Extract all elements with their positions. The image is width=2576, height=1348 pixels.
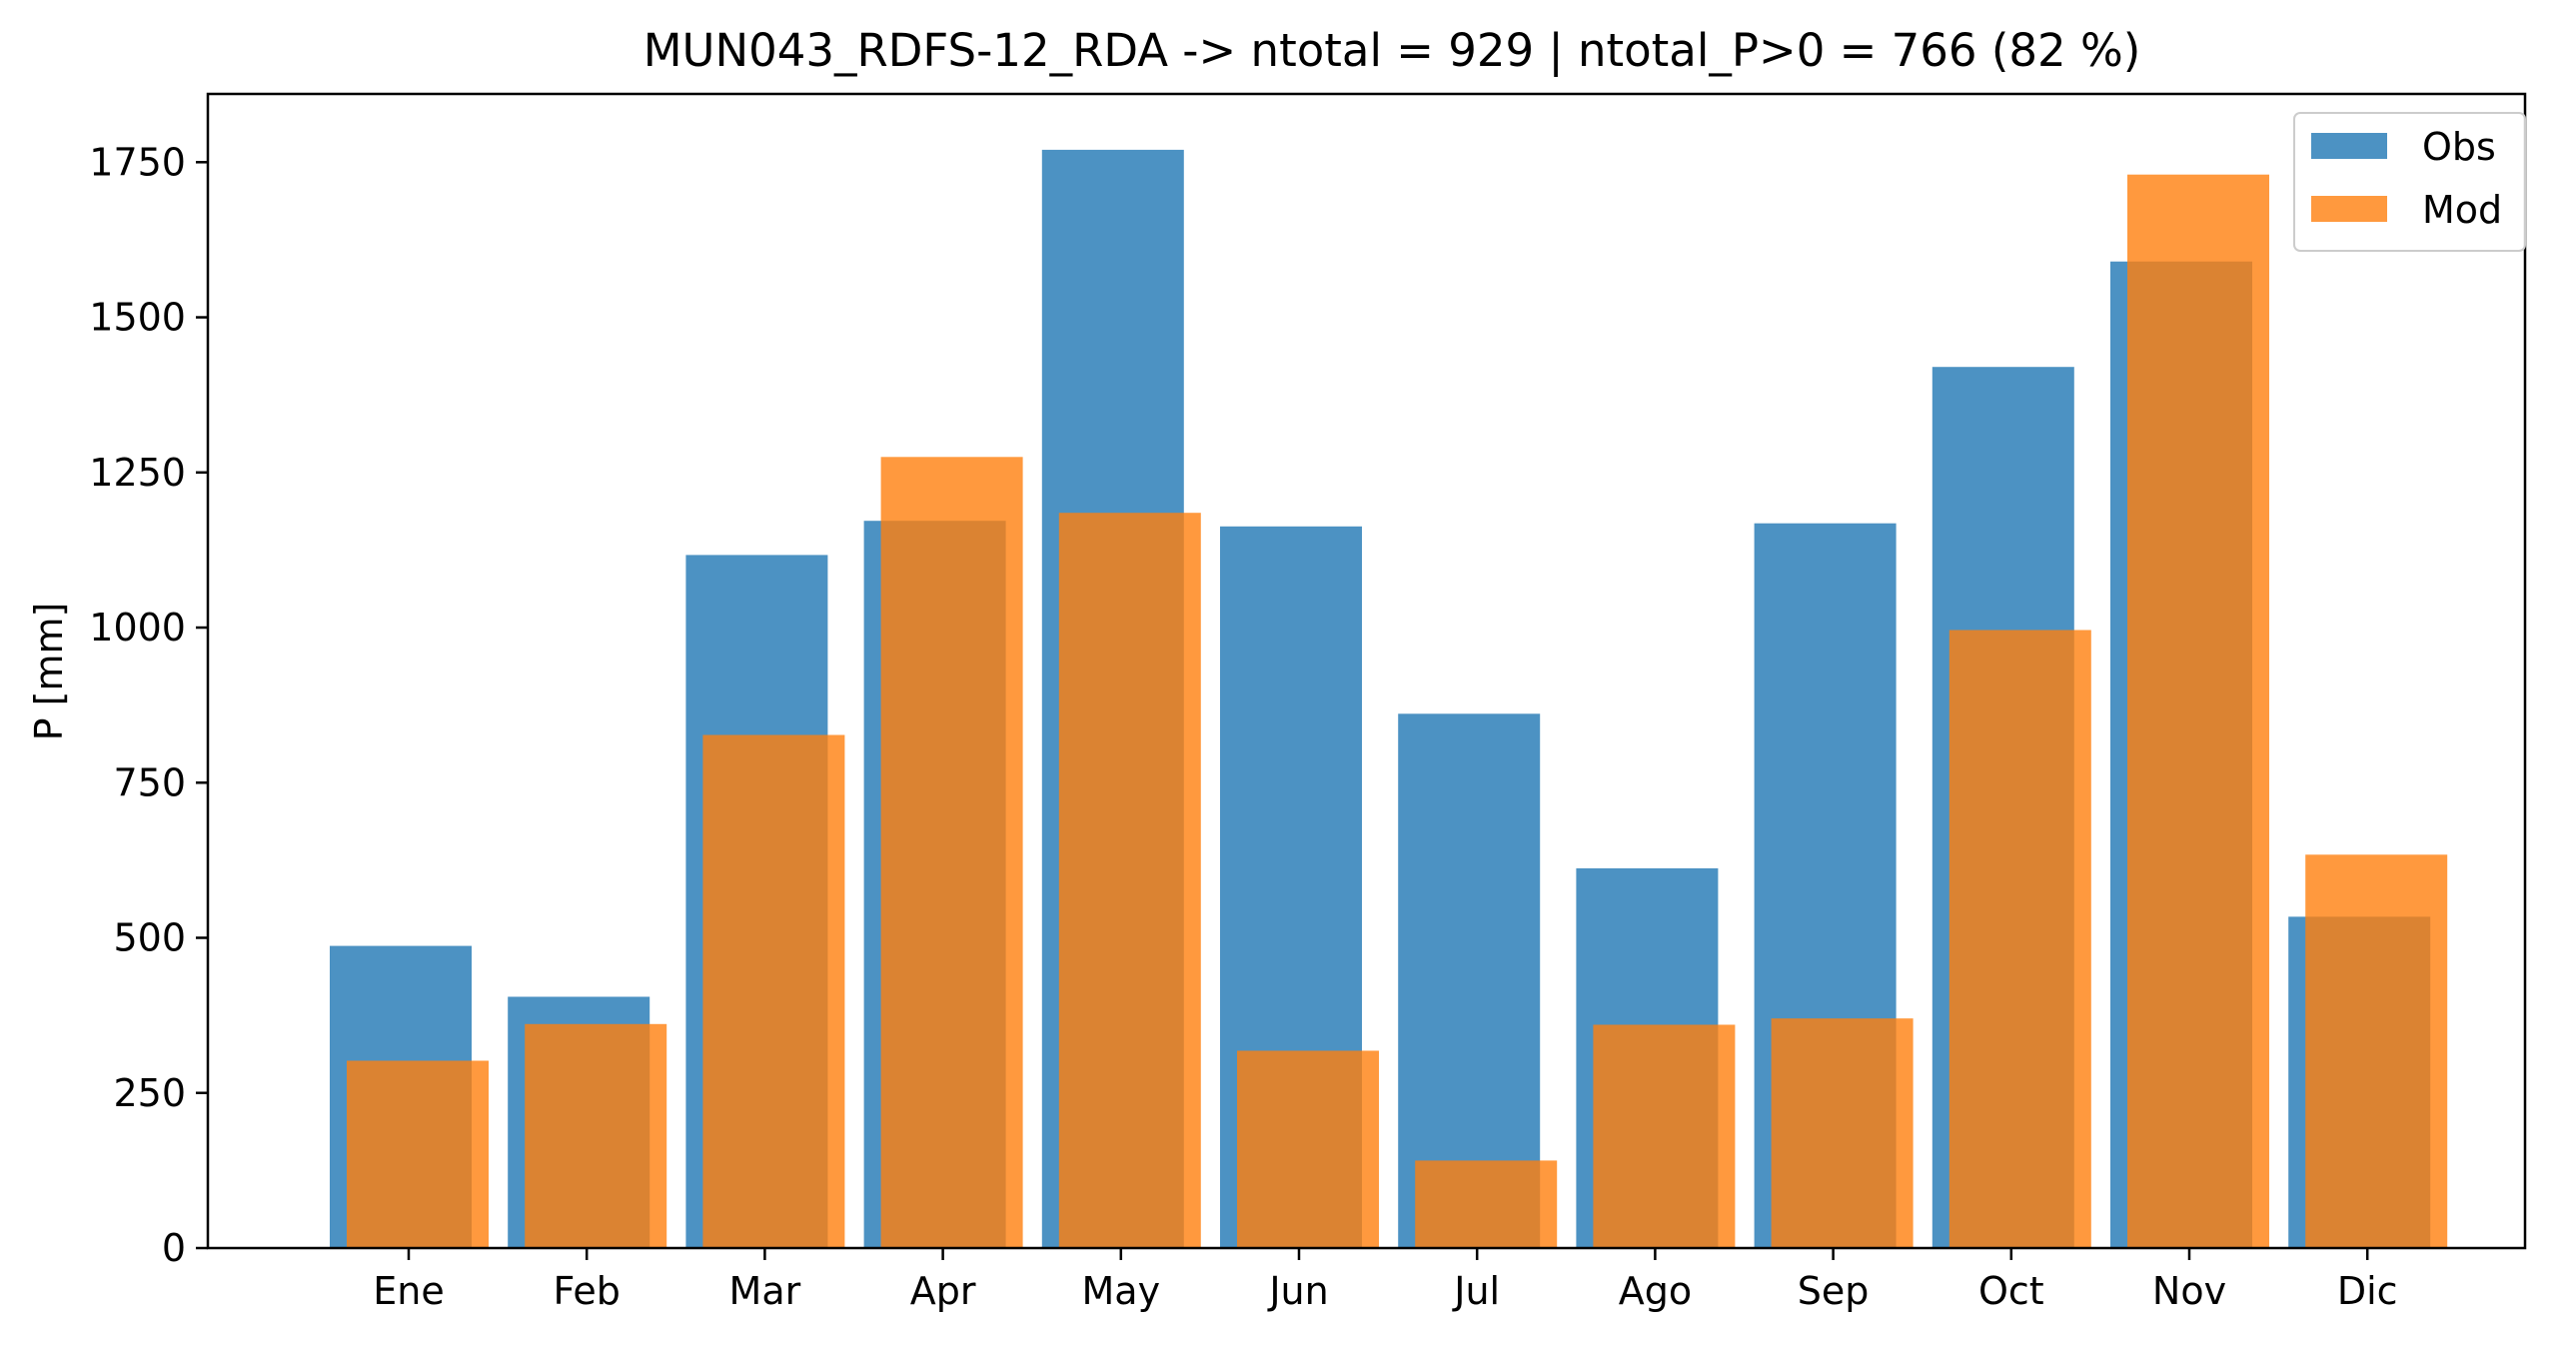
axes-layer [206, 92, 2527, 1250]
bar-obs-jul [1398, 713, 1541, 1248]
y-tick-label: 250 [113, 1071, 186, 1115]
legend-label-mod: Mod [2422, 188, 2502, 232]
x-tick-label-ago: Ago [1619, 1269, 1692, 1313]
y-tick-label: 0 [162, 1226, 186, 1270]
y-tick-label: 1750 [89, 140, 186, 184]
bar-mod-ene [347, 1060, 489, 1248]
y-tick-label: 1500 [89, 296, 186, 340]
x-ticks: Ene Feb Mar Apr May Jun Jul Ago Sep Oct Nov Dic [373, 1248, 2398, 1313]
y-ticks: 0 250 500 750 1000 1250 1500 1750 [89, 140, 208, 1270]
plot-frame [206, 92, 2527, 1250]
bar-mod-mar [702, 734, 845, 1248]
x-tick-label-feb: Feb [554, 1269, 621, 1313]
x-tick-label-apr: Apr [910, 1269, 976, 1313]
bar-mod-jul [1415, 1160, 1558, 1248]
x-tick-label-jun: Jun [1267, 1269, 1328, 1313]
bar-mod-apr [880, 457, 1023, 1248]
x-tick-label-mar: Mar [729, 1269, 801, 1313]
bar-mod-dic [2305, 854, 2448, 1248]
legend-label-obs: Obs [2422, 125, 2496, 169]
x-tick-label-dic: Dic [2337, 1269, 2398, 1313]
y-axis-label: P [mm] [27, 603, 71, 741]
legend-swatch-mod [2311, 196, 2387, 222]
bar-mod-ago [1593, 1024, 1736, 1248]
bar-mod-sep [1771, 1018, 1914, 1248]
bar-mod-may [1058, 513, 1201, 1248]
legend-swatch-obs [2311, 133, 2387, 159]
x-tick-label-oct: Oct [1978, 1269, 2044, 1313]
legend: Obs Mod [2293, 112, 2526, 252]
bar-mod-jun [1237, 1050, 1379, 1248]
bar-mod-oct [1948, 630, 2091, 1248]
x-tick-label-may: May [1082, 1269, 1161, 1313]
x-tick-label-ene: Ene [373, 1269, 444, 1313]
y-tick-label: 1250 [89, 451, 186, 495]
x-tick-label-sep: Sep [1798, 1269, 1870, 1313]
bar-mod-nov [2127, 174, 2269, 1249]
bar-mod-feb [525, 1023, 667, 1248]
x-tick-label-jul: Jul [1452, 1269, 1500, 1313]
y-tick-label: 500 [113, 916, 186, 960]
y-tick-label: 1000 [89, 606, 186, 650]
bars-layer [330, 149, 2448, 1249]
chart-title: MUN043_RDFS-12_RDA -> ntotal = 929 | nto… [644, 24, 2141, 77]
y-tick-label: 750 [113, 760, 186, 804]
x-tick-label-nov: Nov [2152, 1269, 2226, 1313]
